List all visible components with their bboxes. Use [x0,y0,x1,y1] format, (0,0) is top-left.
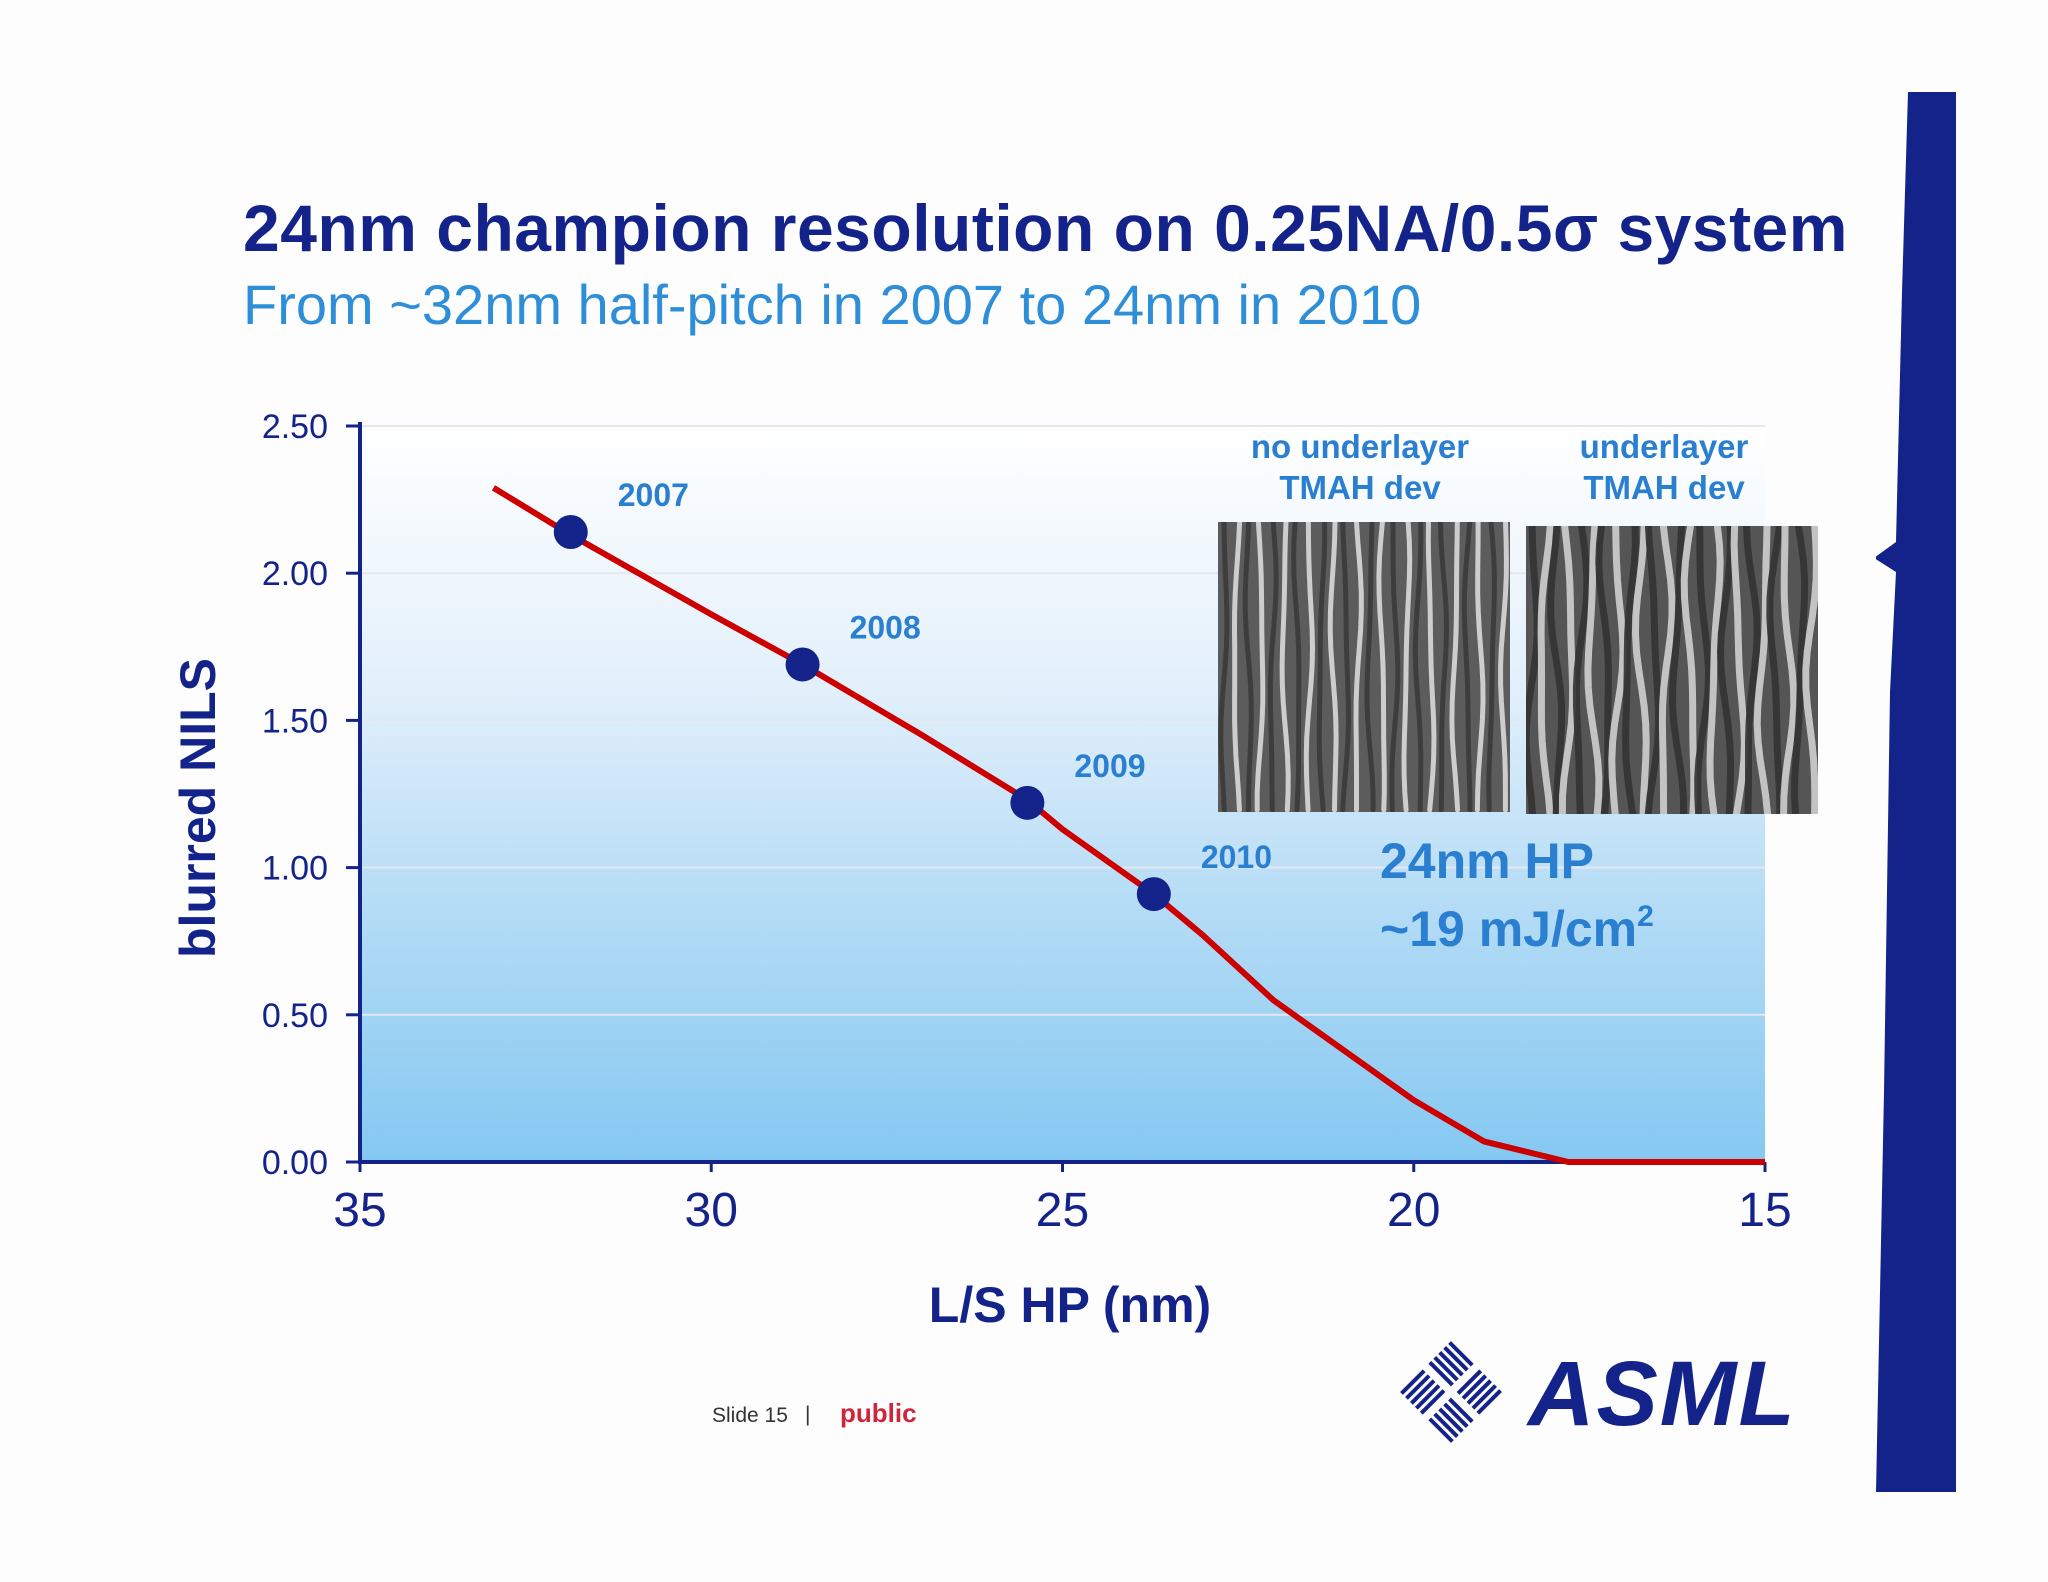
sem-line [1218,522,1230,812]
x-tick-label: 25 [1036,1184,1089,1237]
sem-line [1743,526,1761,814]
sem-line [1669,526,1688,814]
sem-line [1790,526,1809,814]
data-point-label: 2009 [1074,748,1145,784]
sem-line [1291,522,1302,812]
nils-curve [491,485,1765,1165]
sem-line [1438,522,1450,812]
sem-line [1644,526,1663,814]
y-tick-label: 1.00 [262,850,328,888]
sem-line [1766,526,1784,814]
decorative-side-bar [1876,92,1956,1492]
classification-label: public [840,1398,917,1428]
sem-line [1631,526,1650,814]
sem-caption-underlayer: underlayer TMAH dev [1494,426,1834,508]
sem-line [1595,526,1612,814]
sem-line [1716,526,1735,814]
sem-line [1353,522,1364,812]
data-point-label: 2008 [850,609,921,645]
sem-line [1780,526,1798,814]
sem-pattern [1526,526,1818,814]
sem-line [1706,526,1724,814]
sem-line [1558,526,1577,814]
sem-line [1753,526,1772,814]
x-axis-label: L/S HP (nm) [929,1277,1211,1333]
sem-line [1537,526,1554,814]
tick-labels: 0.00 0.50 1.00 1.50 2.00 2.50 35 30 25 20 15 [262,408,1792,1237]
sem-line [1486,522,1497,812]
y-tick-label: 2.50 [262,408,328,446]
sem-line [1498,522,1509,812]
sem-pattern [1218,522,1510,812]
sem-line [1658,526,1676,814]
sem-caption-no-underlayer: no underlayer TMAH dev [1190,426,1530,508]
sem-line [1572,526,1591,814]
data-point-2009 [1010,785,1045,820]
sem-line [1608,526,1627,814]
x-tick-label: 20 [1387,1184,1440,1237]
sem-image-no-underlayer [1218,522,1510,812]
slide-subtitle: From ~32nm half-pitch in 2007 to 24nm in… [243,273,1422,336]
y-tick-label: 2.00 [262,555,328,593]
sem-line [1584,526,1603,814]
sem-line [1376,522,1387,812]
y-tick-label: 0.50 [262,997,328,1035]
sem-line [1680,526,1698,814]
sem-line [1449,522,1461,812]
caption-line: TMAH dev [1583,469,1745,506]
x-tick-label: 15 [1738,1184,1791,1237]
sem-line [1526,526,1541,814]
y-tick-label: 1.50 [262,702,328,740]
y-axis-label: blurred NILS [170,658,226,958]
caption-line: underlayer [1579,428,1749,465]
sem-line [1622,526,1639,814]
sem-line [1231,522,1243,812]
sem-line [1425,522,1437,812]
sem-line [1802,526,1818,814]
sem-line [1327,522,1339,812]
asml-logo-icon [1400,1341,1502,1443]
sem-line [1474,522,1486,812]
x-tick-label: 35 [333,1184,386,1237]
sem-line [1242,522,1254,812]
annotation-line-1: 24nm HP [1380,833,1594,889]
sem-line [1547,526,1566,814]
y-tick-label: 0.00 [262,1144,328,1182]
asml-logo-text: ASML [1528,1343,1797,1445]
slide-title: 24nm champion resolution on 0.25NA/0.5σ … [243,191,1848,265]
axes [346,422,1767,1172]
sem-line [1316,522,1328,812]
data-point-2007 [553,514,588,549]
sem-image-underlayer [1526,526,1818,814]
resolution-annotation: 24nm HP [1380,832,1594,890]
sem-line [1412,522,1424,812]
sem-line [1694,526,1713,814]
data-points: 2007 2008 2009 2010 [553,477,1272,912]
sem-line [1461,522,1473,812]
sem-line [1401,522,1413,812]
sem-line [1279,522,1291,812]
sem-line [1267,522,1279,812]
nils-curve-line [491,485,1765,1165]
sem-line [1364,522,1376,812]
annotation-superscript: 2 [1637,900,1654,933]
annotation-dose: ~19 mJ/cm [1380,901,1638,957]
data-point-label: 2010 [1201,839,1272,875]
data-point-2008 [785,647,820,682]
x-tick-label: 30 [685,1184,738,1237]
sem-line [1340,522,1352,812]
slide-number: Slide 15 [712,1404,788,1427]
caption-line: no underlayer [1250,428,1470,465]
sem-line [1389,522,1401,812]
sem-line [1303,522,1316,812]
caption-line: TMAH dev [1279,469,1441,506]
sem-line [1730,526,1748,814]
data-point-2010 [1136,877,1171,912]
sem-line [1254,522,1266,812]
data-point-label: 2007 [618,477,689,513]
dose-annotation: ~19 mJ/cm2 [1380,900,1654,958]
footer-separator: | [805,1403,811,1426]
